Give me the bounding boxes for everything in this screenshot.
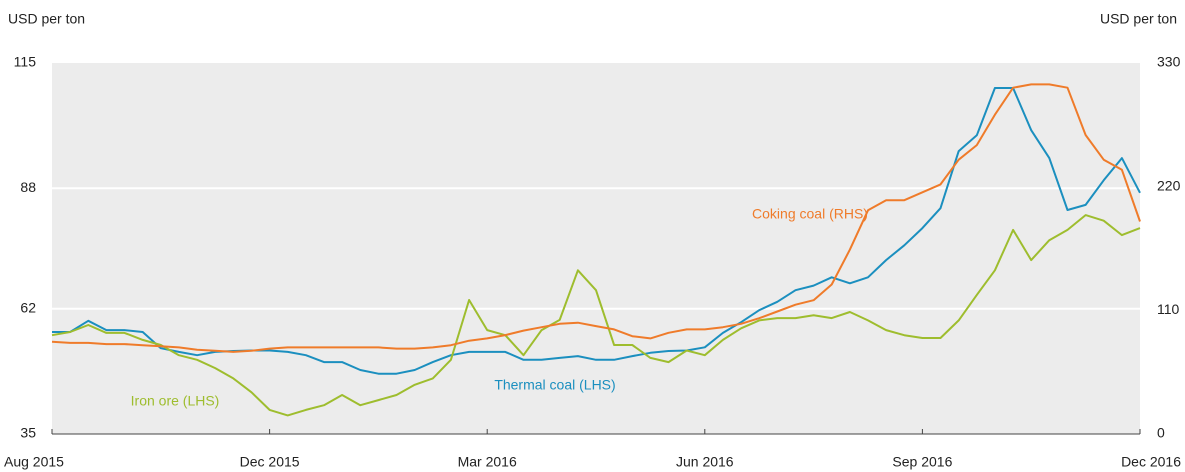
series-line xyxy=(51,214,1141,417)
y-axis-label: USD per ton xyxy=(8,11,85,27)
x-tick-label: Jun 2016 xyxy=(676,454,734,470)
x-tick-label: Dec 2015 xyxy=(240,454,300,470)
y-tick-label: 88 xyxy=(20,179,36,195)
y-tick-label: 62 xyxy=(20,299,36,315)
y2-tick-label: 110 xyxy=(1157,301,1180,317)
series-label: Coking coal (RHS) xyxy=(752,206,868,222)
x-tick-label: Dec 2016 xyxy=(1121,454,1181,470)
y2-tick-label: 0 xyxy=(1157,425,1165,441)
series-label: Thermal coal (LHS) xyxy=(494,377,615,393)
x-tick-label: Aug 2015 xyxy=(4,454,64,470)
series-label: Iron ore (LHS) xyxy=(131,393,220,409)
series-line xyxy=(51,83,1141,353)
y2-axis-label: USD per ton xyxy=(1100,11,1177,27)
y-tick-label: 35 xyxy=(20,425,36,441)
y2-tick-label: 330 xyxy=(1157,54,1181,70)
plot-background xyxy=(52,63,1140,434)
y-tick-label: 115 xyxy=(14,54,37,70)
x-tick-label: Mar 2016 xyxy=(458,454,517,470)
y2-tick-label: 220 xyxy=(1157,177,1181,193)
x-tick-label: Sep 2016 xyxy=(892,454,952,470)
